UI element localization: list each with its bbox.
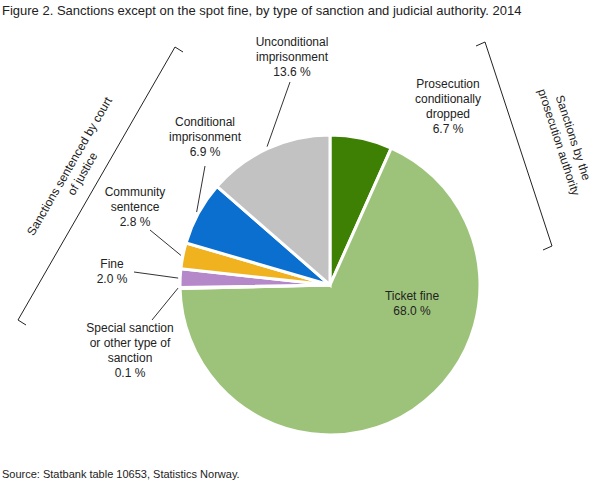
svg-text:Unconditional: Unconditional (256, 35, 329, 49)
svg-text:6.9 %: 6.9 % (190, 145, 221, 159)
svg-text:2.8 %: 2.8 % (120, 215, 151, 229)
svg-text:Community: Community (105, 185, 166, 199)
svg-text:conditionally: conditionally (415, 92, 481, 106)
svg-text:dropped: dropped (426, 107, 470, 121)
svg-text:Special sanction: Special sanction (86, 321, 173, 335)
svg-text:sentence: sentence (111, 200, 160, 214)
svg-text:68.0 %: 68.0 % (393, 304, 431, 318)
svg-text:0.1 %: 0.1 % (115, 366, 146, 380)
svg-text:imprisonment: imprisonment (169, 130, 242, 144)
html-text:Figure 2. Sanctions except on: Figure 2. Sanctions except on the spot f… (2, 3, 522, 18)
html-text:Source: Statbank table 10653,: Source: Statbank table 10653, Statistics… (2, 468, 240, 480)
svg-text:Fine: Fine (100, 257, 124, 271)
svg-text:13.6 %: 13.6 % (273, 65, 311, 79)
svg-text:imprisonment: imprisonment (256, 50, 329, 64)
svg-text:6.7 %: 6.7 % (433, 122, 464, 136)
svg-text:Prosecution: Prosecution (416, 77, 479, 91)
svg-text:of justice: of justice (65, 149, 101, 197)
svg-text:Ticket fine: Ticket fine (385, 289, 440, 303)
svg-text:Sanctions by the: Sanctions by the (553, 93, 594, 182)
svg-text:or other type of: or other type of (90, 336, 171, 350)
svg-text:sanction: sanction (108, 351, 153, 365)
svg-text:2.0 %: 2.0 % (97, 272, 128, 286)
svg-text:prosecution authority: prosecution authority (535, 87, 583, 197)
svg-text:Conditional: Conditional (175, 115, 235, 129)
svg-text:Sanctions sentenced by court: Sanctions sentenced by court (24, 94, 115, 238)
